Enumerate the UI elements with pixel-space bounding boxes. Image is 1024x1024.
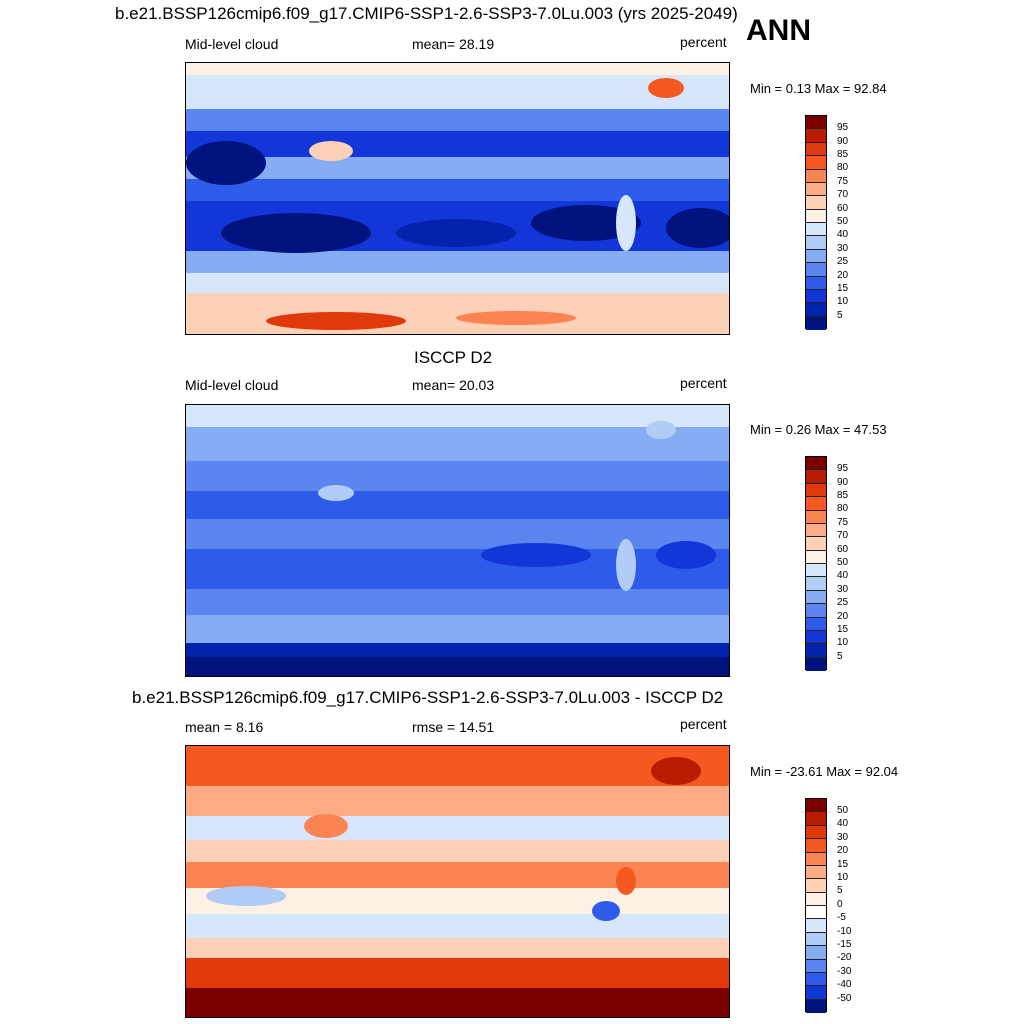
panel-model-variable-label: Mid-level cloud xyxy=(185,36,279,52)
panel-model-colorbar-tick: 60 xyxy=(837,203,849,214)
panel-model-colorbar-tick: 50 xyxy=(837,216,849,227)
panel-model-colorbar xyxy=(805,115,827,330)
panel-model-mean-label: mean= 28.19 xyxy=(412,36,495,52)
panel-obs-colorbar-tick: 20 xyxy=(837,611,849,622)
panel-diff-colorbar-tick: -10 xyxy=(837,926,852,937)
panel-model-contour-field xyxy=(186,63,729,334)
panel-obs-colorbar-tick: 10 xyxy=(837,637,849,648)
panel-obs-colorbar-tick: 90 xyxy=(837,477,849,488)
panel-model-minmax-label: Min = 0.13 Max = 92.84 xyxy=(750,81,887,96)
panel-diff-minmax-label: Min = -23.61 Max = 92.04 xyxy=(750,764,899,779)
panel-model-colorbar-tick: 15 xyxy=(837,283,849,294)
panel-obs-colorbar-tick: 25 xyxy=(837,597,849,608)
panel-model-colorbar-tick: 70 xyxy=(837,189,849,200)
panel-obs-map xyxy=(185,404,730,677)
panel-diff-colorbar-tick: 20 xyxy=(837,845,849,856)
panel-obs-colorbar-tick: 60 xyxy=(837,544,849,555)
panel-model-units-label: percent xyxy=(680,34,727,50)
panel-diff-colorbar-tick: 30 xyxy=(837,832,849,843)
panel-obs-colorbar-tick: 75 xyxy=(837,517,849,528)
panel-obs-colorbar-tick: 95 xyxy=(837,463,849,474)
panel-model-colorbar-tick: 10 xyxy=(837,296,849,307)
panel-obs-colorbar-tick: 80 xyxy=(837,503,849,514)
panel-obs-colorbar-tick: 70 xyxy=(837,530,849,541)
panel-obs-colorbar-tick: 30 xyxy=(837,584,849,595)
panel-diff-colorbar-tick: 0 xyxy=(837,899,843,910)
panel-obs-colorbar-tick: 15 xyxy=(837,624,849,635)
panel-diff-map xyxy=(185,745,730,1018)
panel-diff-colorbar-tick: 10 xyxy=(837,872,849,883)
panel-diff-units-label: percent xyxy=(680,716,727,732)
panel-diff-colorbar-tick: -20 xyxy=(837,952,852,963)
panel-obs-colorbar-tick: 40 xyxy=(837,570,849,581)
panel-model-colorbar-tick: 85 xyxy=(837,149,849,160)
panel-diff-colorbar-tick: -15 xyxy=(837,939,852,950)
panel-obs-colorbar xyxy=(805,456,827,671)
panel-obs-colorbar-tick: 50 xyxy=(837,557,849,568)
panel-diff-colorbar-tick: 40 xyxy=(837,818,849,829)
panel-obs-mean-label: mean= 20.03 xyxy=(412,377,495,393)
panel-model-colorbar-tick: 75 xyxy=(837,176,849,187)
panel-diff-rmse-label: rmse = 14.51 xyxy=(412,719,495,735)
panel-diff-colorbar-tick: -5 xyxy=(837,912,846,923)
panel-model-colorbar-tick: 95 xyxy=(837,122,849,133)
panel-obs-colorbar-tick: 85 xyxy=(837,490,849,501)
panel-model-colorbar-tick: 30 xyxy=(837,243,849,254)
panel-model-colorbar-tick: 5 xyxy=(837,310,843,321)
panel-obs-minmax-label: Min = 0.26 Max = 47.53 xyxy=(750,422,887,437)
panel-model-colorbar-tick: 80 xyxy=(837,162,849,173)
season-label: ANN xyxy=(746,14,811,47)
panel-model-map xyxy=(185,62,730,335)
panel-diff-colorbar-tick: -50 xyxy=(837,993,852,1004)
panel-obs-colorbar-tick: 5 xyxy=(837,651,843,662)
panel-model-colorbar-tick: 90 xyxy=(837,136,849,147)
panel-diff-colorbar-tick: 5 xyxy=(837,885,843,896)
panel-diff-title: b.e21.BSSP126cmip6.f09_g17.CMIP6-SSP1-2.… xyxy=(132,688,724,707)
panel-obs-variable-label: Mid-level cloud xyxy=(185,377,279,393)
panel-diff-colorbar-tick: -30 xyxy=(837,966,852,977)
panel-model-colorbar-tick: 40 xyxy=(837,229,849,240)
panel-diff-colorbar-tick: 50 xyxy=(837,805,849,816)
panel-diff-contour-field xyxy=(186,746,729,1017)
panel-diff-mean-label: mean = 8.16 xyxy=(185,719,264,735)
panel-model-title: b.e21.BSSP126cmip6.f09_g17.CMIP6-SSP1-2.… xyxy=(115,4,738,23)
panel-diff-colorbar xyxy=(805,798,827,1013)
panel-diff-colorbar-tick: 15 xyxy=(837,859,849,870)
panel-diff-colorbar-tick: -40 xyxy=(837,979,852,990)
panel-model-colorbar-tick: 25 xyxy=(837,256,849,267)
panel-obs-contour-field xyxy=(186,405,729,676)
panel-model-colorbar-tick: 20 xyxy=(837,270,849,281)
panel-obs-title: ISCCP D2 xyxy=(414,348,493,367)
panel-obs-units-label: percent xyxy=(680,375,727,391)
